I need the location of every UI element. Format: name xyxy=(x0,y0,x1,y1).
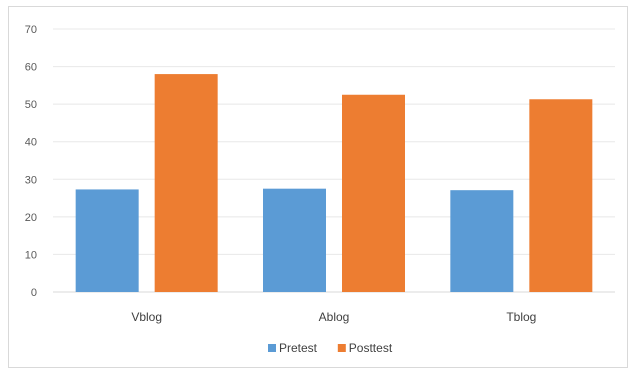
x-tick-label: Vblog xyxy=(131,310,162,324)
y-tick-label: 70 xyxy=(25,24,37,36)
y-tick-label: 50 xyxy=(25,99,37,111)
legend-swatch-pretest xyxy=(268,344,276,352)
bar-posttest-vblog xyxy=(154,74,218,292)
legend-swatch-posttest xyxy=(337,344,346,352)
bar-posttest-tblog xyxy=(529,99,593,292)
bar-pretest-tblog xyxy=(450,190,514,292)
bar-posttest-ablog xyxy=(342,94,405,292)
y-tick-label: 40 xyxy=(25,137,37,149)
y-tick-label: 60 xyxy=(25,62,37,74)
legend-label-posttest: Posttest xyxy=(349,341,393,355)
legend-label-pretest: Pretest xyxy=(279,341,318,355)
y-tick-label: 10 xyxy=(25,249,37,261)
y-tick-label: 0 xyxy=(31,287,37,299)
x-tick-label: Tblog xyxy=(506,310,536,324)
bar-pretest-vblog xyxy=(75,189,139,292)
x-tick-label: Ablog xyxy=(319,310,350,324)
y-tick-label: 30 xyxy=(25,174,37,186)
bar-pretest-ablog xyxy=(263,188,326,292)
y-tick-label: 20 xyxy=(25,212,37,224)
